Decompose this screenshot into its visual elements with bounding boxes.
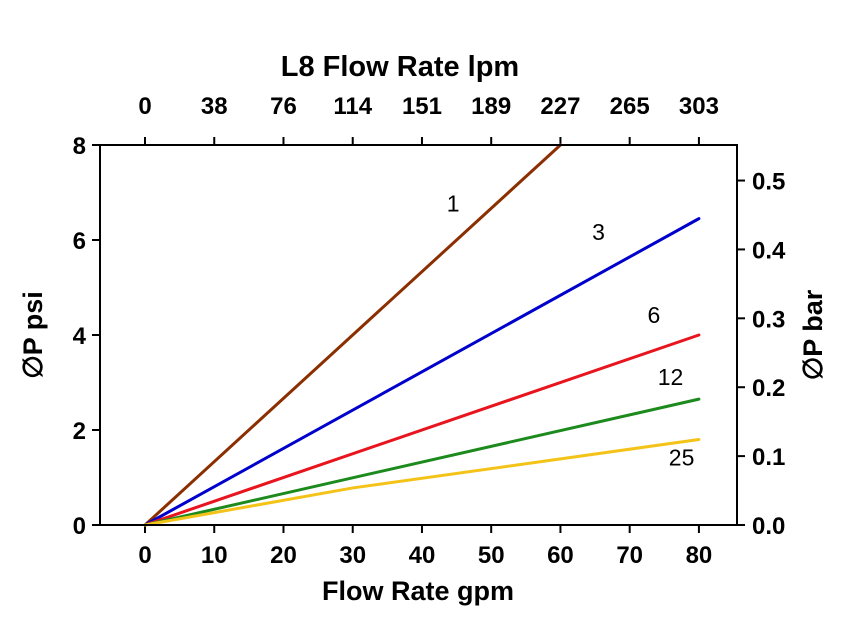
x-tick-label-bottom: 0 <box>138 542 151 569</box>
x-tick-label-bottom: 40 <box>409 542 436 569</box>
y-tick-label-left: 0 <box>73 513 86 540</box>
x-tick-label-top: 265 <box>610 93 650 120</box>
series-lines: 1 3 6 12 25 <box>143 143 701 527</box>
series-line-25 <box>143 438 701 527</box>
plot-border <box>99 144 738 526</box>
axis-ticks: 0010382076301144015150189602277026580303… <box>73 93 786 569</box>
series-line-1 <box>143 143 562 527</box>
series-line-3 <box>143 217 701 527</box>
y-tick-label-right: 0.5 <box>752 169 785 196</box>
x-tick-label-top: 114 <box>333 93 372 120</box>
x-tick-label-bottom: 70 <box>616 542 643 569</box>
y-tick-label-right: 0.3 <box>752 306 785 333</box>
y-tick-label-left: 4 <box>73 323 87 350</box>
x-tick-label-bottom: 80 <box>686 542 713 569</box>
series-label-1: 1 <box>447 191 460 217</box>
x-tick-label-top: 151 <box>402 93 442 120</box>
series-label-3: 3 <box>592 219 605 245</box>
y-tick-label-right: 0.4 <box>752 237 786 264</box>
x-tick-label-top: 303 <box>679 93 719 120</box>
x-tick-label-bottom: 50 <box>478 542 505 569</box>
x-tick-label-top: 0 <box>138 93 151 120</box>
y-tick-label-left: 8 <box>73 133 86 160</box>
right-axis-title: ∅P bar <box>798 289 828 380</box>
series-line-12 <box>143 397 701 527</box>
x-tick-label-top: 76 <box>270 93 297 120</box>
x-tick-label-bottom: 10 <box>201 542 228 569</box>
series-label-12: 12 <box>658 364 684 390</box>
y-tick-label-right: 0.1 <box>752 444 785 471</box>
x-tick-label-bottom: 60 <box>547 542 574 569</box>
x-tick-label-bottom: 30 <box>339 542 366 569</box>
left-axis-title: ∅P psi <box>18 291 48 379</box>
y-tick-label-right: 0.0 <box>752 513 785 540</box>
series-label-25: 25 <box>669 445 695 471</box>
x-tick-label-top: 189 <box>471 93 511 120</box>
x-tick-label-top: 38 <box>201 93 228 120</box>
top-axis-title: L8 Flow Rate lpm <box>281 51 519 83</box>
y-tick-label-right: 0.2 <box>752 375 785 402</box>
x-tick-label-bottom: 20 <box>270 542 297 569</box>
x-tick-label-top: 227 <box>540 93 580 120</box>
series-label-6: 6 <box>648 302 661 328</box>
y-tick-label-left: 6 <box>73 228 86 255</box>
y-tick-label-left: 2 <box>73 418 86 445</box>
series-line-6 <box>143 333 701 527</box>
bottom-axis-title: Flow Rate gpm <box>322 576 514 606</box>
